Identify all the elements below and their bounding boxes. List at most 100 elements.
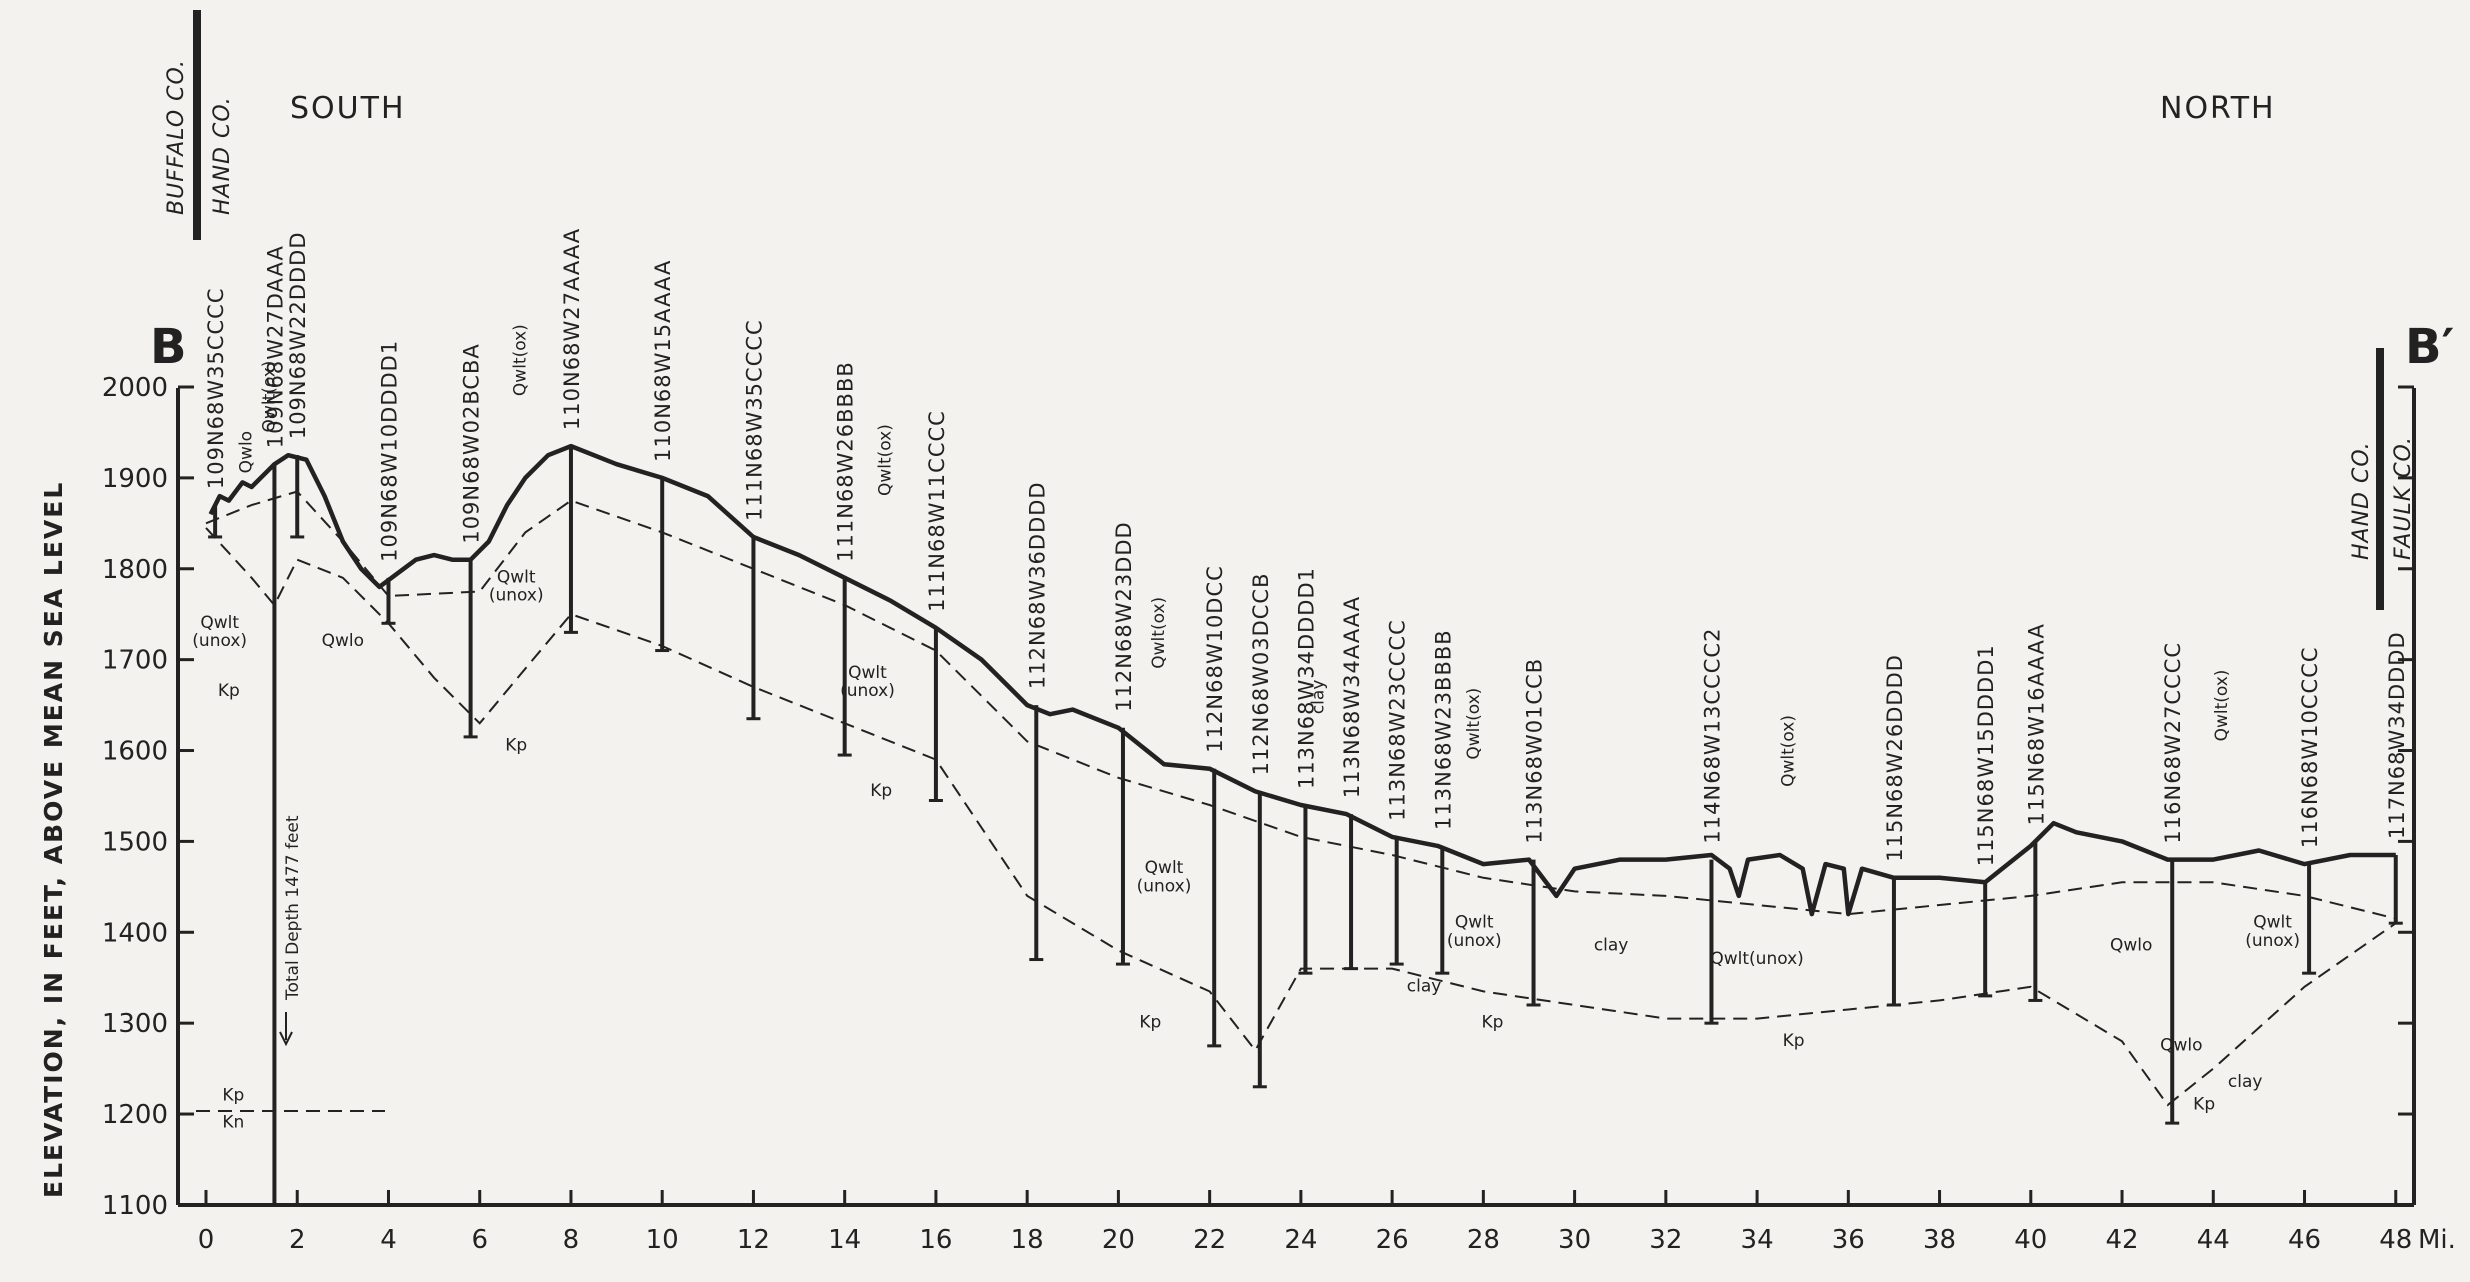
x-tick-label: 42	[2105, 1225, 2138, 1255]
unit-label: clay	[2228, 1072, 2263, 1092]
well-id-label: 112N68W03DCCB	[1249, 573, 1273, 776]
well-id-label: 116N68W27CCCC	[2161, 642, 2185, 844]
unit-label: Qwlt	[2253, 913, 2292, 933]
x-tick-label: 12	[737, 1225, 770, 1255]
unit-label: Kp	[222, 1085, 244, 1105]
x-tick-label: 36	[1832, 1225, 1865, 1255]
well-id-label: 110N68W27AAAA	[560, 228, 584, 430]
well-id-label: 112N68W10DCC	[1203, 565, 1227, 753]
well-id-label: 117N68W34DDDD	[2385, 631, 2409, 839]
county-left-top: BUFFALO CO.	[164, 59, 189, 215]
x-tick-label: 40	[2014, 1225, 2047, 1255]
unit-label: (unox)	[1447, 931, 1502, 951]
x-tick-label: 16	[919, 1225, 952, 1255]
x-tick-label: 22	[1193, 1225, 1226, 1255]
well-id-label: 115N68W15DDDD1	[1974, 644, 1998, 866]
unit-label: (unox)	[1137, 876, 1192, 896]
county-right-top: HAND CO.	[2349, 441, 2374, 560]
unit-label: Qwlt	[848, 663, 887, 683]
y-tick-label: 1400	[102, 918, 168, 948]
unit-label: Kn	[222, 1113, 244, 1133]
x-tick-label: 32	[1649, 1225, 1682, 1255]
county-left-bottom: HAND CO.	[210, 96, 235, 215]
well-id-label: 115N68W16AAAA	[2024, 623, 2048, 825]
south-label: SOUTH	[290, 91, 406, 126]
unit-label: Qwlt(ox)	[510, 324, 530, 396]
well-id-label: 109N68W10DDDD1	[377, 340, 401, 562]
unit-label: clay	[1309, 680, 1329, 715]
total-depth-note: Total Depth 1477 feet	[283, 815, 303, 1001]
unit-label: Kp	[870, 781, 892, 801]
x-tick-label: 6	[471, 1225, 488, 1255]
well-id-label: 113N68W23BBBB	[1431, 629, 1455, 830]
x-tick-label: 26	[1376, 1225, 1409, 1255]
y-tick-label: 1300	[102, 1009, 168, 1039]
unit-label: (unox)	[192, 631, 247, 651]
unit-label: Qwlt	[200, 613, 239, 633]
well-id-label: 113N68W34AAAA	[1340, 596, 1364, 798]
unit-label: Qwlo	[2110, 935, 2152, 955]
unit-label: Qwlt	[497, 567, 536, 587]
well-id-label: 109N68W27DAAA	[263, 245, 287, 448]
y-tick-label: 1500	[102, 827, 168, 857]
unit-label: Qwlt(ox)	[1149, 597, 1169, 669]
county-right-bottom: FAULK CO.	[2391, 436, 2416, 560]
x-tick-label: 24	[1284, 1225, 1317, 1255]
unit-label: Qwlt	[1455, 913, 1494, 933]
well-id-label: 112N68W23DDD	[1112, 521, 1136, 712]
unit-label: Kp	[1783, 1031, 1805, 1051]
contact-line	[205, 527, 2397, 1107]
unit-label: Kp	[1139, 1013, 1161, 1033]
y-axis-ticks: 2000 1900 1800 1700 1600 1500 1400 1300 1200 1100	[102, 373, 2414, 1221]
section-end-label: B′	[2405, 319, 2454, 375]
well-id-label: 109N68W22DDDD	[286, 231, 310, 439]
x-tick-label: 18	[1011, 1225, 1044, 1255]
well-id-label: 114N68W13CCCC2	[1700, 628, 1724, 844]
unit-label: Qwlo	[322, 631, 364, 651]
y-axis-title: ELEVATION, IN FEET, ABOVE MEAN SEA LEVEL	[39, 481, 68, 1198]
x-tick-label: 30	[1558, 1225, 1591, 1255]
unit-label: Qwlt(ox)	[1779, 715, 1799, 787]
unit-label: clay	[1407, 976, 1442, 996]
well-id-label: 113N68W23CCCC	[1386, 619, 1410, 821]
x-tick-label: 28	[1467, 1225, 1500, 1255]
x-tick-label: 46	[2288, 1225, 2321, 1255]
y-tick-label: 1800	[102, 555, 168, 585]
unit-label: Kp	[1482, 1013, 1504, 1033]
y-tick-label: 1200	[102, 1100, 168, 1130]
unit-label: (unox)	[2245, 931, 2300, 951]
unit-label: Qwlt(unox)	[1710, 949, 1803, 969]
y-tick-label: 2000	[102, 373, 168, 403]
y-tick-label: 1600	[102, 737, 168, 767]
x-axis-ticks: 0 2 4 6 8 10 12 14 16 18 20 22 24 26 28 30 32 34 36 38 40 42 4…	[198, 1190, 2412, 1255]
well-id-label: 116N68W10CCCC	[2298, 646, 2322, 848]
well-id-label: 111N68W11CCCC	[925, 410, 949, 612]
total-depth-arrowhead	[279, 1031, 293, 1047]
x-tick-label: 10	[646, 1225, 679, 1255]
unit-label: Qwlo	[2160, 1035, 2202, 1055]
well-id-label: 109N68W35CCCC	[204, 287, 228, 489]
well-id-label: 113N68W34DDDD1	[1294, 567, 1318, 789]
x-tick-label: 44	[2197, 1225, 2230, 1255]
unit-label: Qwlt(ox)	[1464, 688, 1484, 760]
x-tick-label: 0	[198, 1225, 215, 1255]
x-tick-label: 48	[2379, 1225, 2412, 1255]
unit-annotations: Qwlo Qwlt(ox) Qwlt(ox) Qwlt(ox) Qwlt(ox) Qwlt…	[192, 324, 2300, 1132]
well-id-label: 112N68W36DDDD	[1025, 481, 1049, 689]
unit-label: Qwlt(ox)	[875, 424, 895, 496]
well-id-label: 110N68W15AAAA	[651, 260, 675, 462]
unit-label: Qwlt	[1145, 858, 1184, 878]
well-id-label: 111N68W35CCCC	[742, 319, 766, 521]
section-start-label: B	[150, 319, 187, 375]
unit-label: clay	[1594, 935, 1629, 955]
y-tick-label: 1900	[102, 464, 168, 494]
unit-label: (unox)	[489, 586, 544, 606]
x-tick-label: 38	[1923, 1225, 1956, 1255]
well-id-label: 109N68W02BCBA	[460, 343, 484, 543]
x-tick-label: 14	[828, 1225, 861, 1255]
unit-label: (unox)	[840, 681, 895, 701]
x-tick-label: 4	[380, 1225, 397, 1255]
y-tick-label: 1700	[102, 646, 168, 676]
x-tick-label: 2	[289, 1225, 306, 1255]
